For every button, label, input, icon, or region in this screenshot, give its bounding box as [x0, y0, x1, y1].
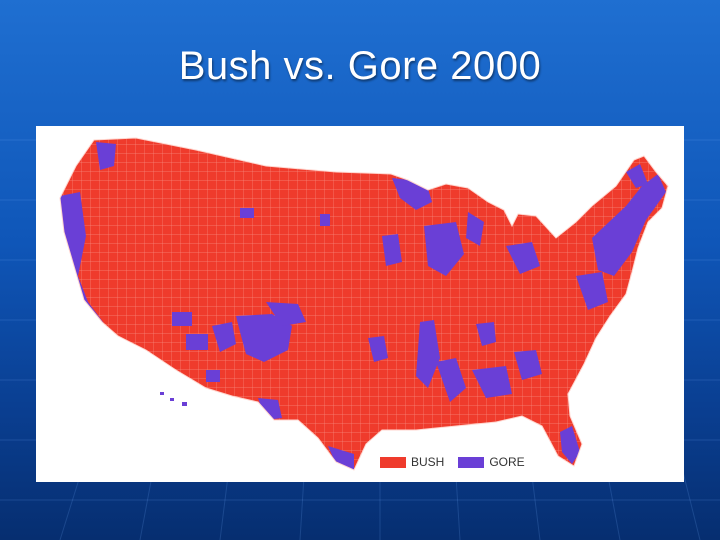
map-legend: BUSH GORE	[380, 452, 533, 472]
legend-swatch-bush	[380, 456, 406, 468]
slide-title: Bush vs. Gore 2000	[178, 44, 542, 88]
legend-item-bush: BUSH	[380, 455, 444, 469]
legend-label-gore: GORE	[489, 455, 525, 469]
us-county-map	[59, 137, 669, 471]
legend-item-gore: GORE	[458, 455, 525, 469]
hawaii-islands	[160, 392, 187, 406]
legend-label-bush: BUSH	[411, 455, 445, 469]
election-map: BUSH GORE	[36, 126, 684, 482]
legend-swatch-gore	[458, 456, 485, 468]
